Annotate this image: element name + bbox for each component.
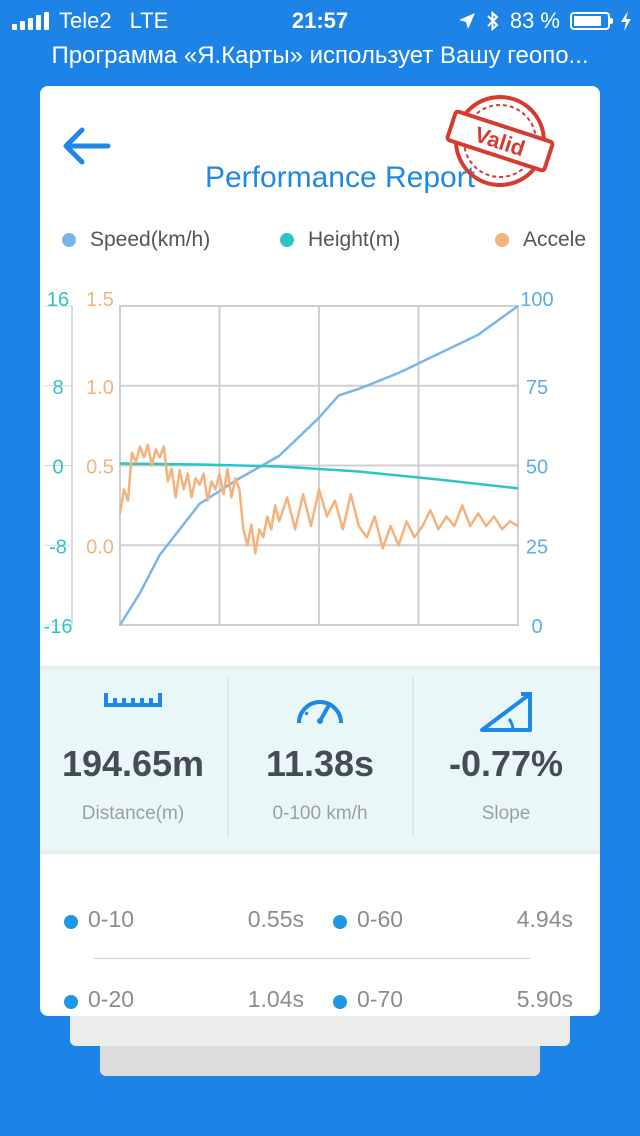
legend-item-speed[interactable]: Speed(km/h) bbox=[62, 228, 210, 252]
acceleration-time-value: 11.38s bbox=[265, 743, 375, 784]
back-arrow-icon[interactable] bbox=[60, 124, 112, 168]
speed-tick-label: 100 bbox=[520, 289, 553, 311]
charging-bolt-icon bbox=[621, 11, 631, 31]
split-item: 0-70 5.90s bbox=[333, 986, 573, 1016]
clock: 21:57 bbox=[291, 8, 349, 33]
speed-series-line bbox=[118, 304, 519, 626]
ruler-icon bbox=[104, 693, 162, 707]
slope-value: -0.77% bbox=[448, 743, 564, 784]
split-dot bbox=[64, 915, 78, 929]
legend-dot bbox=[62, 233, 76, 247]
split-time: 5.90s bbox=[516, 986, 573, 1012]
slope-label: Slope bbox=[481, 803, 531, 824]
split-range: 0-10 bbox=[88, 906, 135, 932]
acceleration-tick-label: 1.0 bbox=[86, 377, 114, 399]
stat-distance: 194.65m Distance(m) bbox=[40, 669, 226, 845]
height-tick-label: 16 bbox=[47, 289, 69, 311]
split-range: 0-20 bbox=[88, 986, 135, 1012]
height-tick-label: 0 bbox=[52, 457, 63, 479]
stat-divider bbox=[227, 677, 229, 837]
speed-tick-label: 50 bbox=[526, 457, 548, 479]
location-arrow-icon bbox=[458, 13, 475, 29]
acceleration-tick-label: 0.0 bbox=[86, 536, 114, 558]
page-title: Performance Report bbox=[204, 161, 476, 194]
legend-dot bbox=[280, 233, 294, 247]
height-series-line bbox=[119, 462, 519, 490]
legend-item-height[interactable]: Height(m) bbox=[280, 228, 400, 252]
acceleration-time-label: 0-100 km/h bbox=[272, 803, 368, 824]
split-dot bbox=[333, 995, 347, 1009]
acceleration-tick-label: 0.5 bbox=[86, 457, 114, 479]
legend-label-acceleration: Accele bbox=[523, 228, 587, 251]
split-time: 0.55s bbox=[247, 906, 304, 932]
legend-dot bbox=[495, 233, 509, 247]
chart-legend: Speed(km/h) Height(m) Accele bbox=[62, 228, 600, 258]
height-tick-label: -8 bbox=[49, 536, 67, 558]
bluetooth-icon bbox=[487, 11, 499, 31]
split-separator bbox=[94, 958, 530, 959]
split-item: 0-10 0.55s bbox=[64, 906, 304, 938]
split-time: 4.94s bbox=[516, 906, 573, 932]
split-range: 0-70 bbox=[357, 986, 404, 1012]
speed-tick-label: 0 bbox=[531, 616, 542, 638]
acceleration-series-line bbox=[118, 443, 519, 555]
split-time: 1.04s bbox=[247, 986, 304, 1012]
speedometer-icon bbox=[297, 700, 343, 724]
height-tick-label: 8 bbox=[52, 377, 63, 399]
height-tick-label: -16 bbox=[44, 616, 73, 638]
acceleration-tick-label: 1.5 bbox=[86, 289, 114, 311]
slope-icon bbox=[480, 692, 532, 732]
battery-icon bbox=[570, 12, 613, 30]
geolocation-banner[interactable]: Программа «Я.Карты» использует Вашу геоп… bbox=[51, 42, 589, 69]
stat-slope: -0.77% Slope bbox=[413, 669, 599, 845]
legend-label-height: Height(m) bbox=[308, 228, 401, 251]
speed-tick-label: 25 bbox=[526, 536, 548, 558]
battery-percent: 83 % bbox=[509, 8, 560, 33]
split-range: 0-60 bbox=[357, 906, 404, 932]
performance-chart: 16 8 0 -8 -16 1.5 1.0 0.5 0.0 100 75 50 25 0 bbox=[44, 289, 554, 638]
stats-panel: 194.65m Distance(m) 11.38s 0-100 km/h bbox=[40, 666, 600, 854]
performance-report-card: Performance Report Valid Speed(km/h) Hei… bbox=[40, 86, 600, 1016]
split-times-list: 0-10 0.55s 0-60 4.94s 0-20 1.04s 0-70 5.… bbox=[40, 866, 600, 1016]
distance-value: 194.65m bbox=[61, 743, 205, 784]
signal-strength-icon bbox=[12, 12, 49, 30]
stat-zero-to-hundred: 11.38s 0-100 km/h bbox=[227, 669, 413, 845]
split-item: 0-20 1.04s bbox=[64, 986, 304, 1016]
speed-tick-label: 75 bbox=[526, 377, 548, 399]
split-dot bbox=[333, 915, 347, 929]
valid-stamp-icon: Valid bbox=[445, 95, 555, 187]
legend-label-speed: Speed(km/h) bbox=[90, 228, 211, 251]
stat-divider bbox=[412, 677, 414, 837]
split-item: 0-60 4.94s bbox=[333, 906, 573, 938]
legend-item-acceleration[interactable]: Accele bbox=[495, 228, 586, 252]
split-dot bbox=[64, 995, 78, 1009]
status-bar: Tele2 LTE 21:57 83 % bbox=[0, 0, 640, 40]
carrier-name: Tele2 bbox=[59, 8, 112, 33]
distance-label: Distance(m) bbox=[81, 803, 185, 824]
network-type: LTE bbox=[129, 8, 169, 33]
